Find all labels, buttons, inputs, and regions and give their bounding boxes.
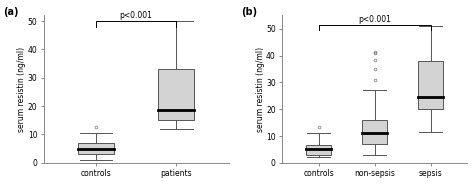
Bar [78,143,114,154]
Text: (b): (b) [241,7,257,17]
Text: p<0.001: p<0.001 [358,15,391,23]
Bar [306,145,331,155]
Bar [362,120,387,144]
Bar [158,69,194,120]
Y-axis label: serum resistin (ng/ml): serum resistin (ng/ml) [255,47,264,132]
Text: (a): (a) [3,7,18,17]
Y-axis label: serum resistin (ng/ml): serum resistin (ng/ml) [17,47,26,132]
Bar [418,61,443,109]
Text: p<0.001: p<0.001 [120,11,153,20]
